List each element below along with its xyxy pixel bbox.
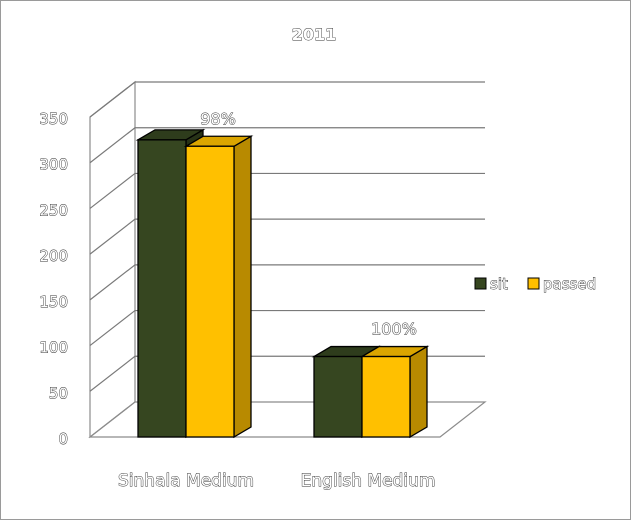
bar-side <box>409 345 428 439</box>
data-labels: 98% 100% <box>200 109 418 339</box>
legend: sit passed <box>474 275 597 293</box>
bars <box>135 128 430 439</box>
y-tick-label: 250 <box>39 201 68 219</box>
gridline <box>89 264 485 301</box>
gridline <box>89 218 485 255</box>
bar-side <box>233 135 252 439</box>
bar-front <box>361 355 411 438</box>
legend-label: passed <box>543 275 596 293</box>
bar-passed-0 <box>183 135 254 439</box>
y-tick-label: 350 <box>39 110 68 128</box>
x-tick-label: Sinhala Medium <box>118 471 254 491</box>
gridline <box>89 81 485 118</box>
bar-passed-1 <box>359 345 430 439</box>
y-tick-label: 0 <box>58 430 68 448</box>
chart-title: 2011 <box>292 25 337 44</box>
y-tick-label: 50 <box>49 384 68 402</box>
y-tick-label: 200 <box>39 247 68 265</box>
bar-front <box>137 139 187 438</box>
bar-front <box>185 145 235 438</box>
data-label: 100% <box>371 320 417 339</box>
x-tick-label: English Medium <box>301 471 436 491</box>
gridline <box>89 309 485 347</box>
y-tick-label: 100 <box>39 339 68 357</box>
legend-swatch-passed <box>527 277 540 290</box>
gridline <box>89 127 485 164</box>
legend-label: sit <box>490 275 508 293</box>
y-tick-label: 300 <box>39 156 68 174</box>
y-tick-label: 150 <box>39 293 68 311</box>
gridline <box>89 172 485 209</box>
data-label: 98% <box>200 109 236 128</box>
y-axis-ticks: 0 50 100 150 200 250 300 350 <box>39 110 69 449</box>
x-axis-ticks: Sinhala Medium English Medium <box>118 471 436 492</box>
gridlines <box>89 81 485 392</box>
bar-front <box>313 355 363 438</box>
legend-swatch-sit <box>474 277 487 290</box>
